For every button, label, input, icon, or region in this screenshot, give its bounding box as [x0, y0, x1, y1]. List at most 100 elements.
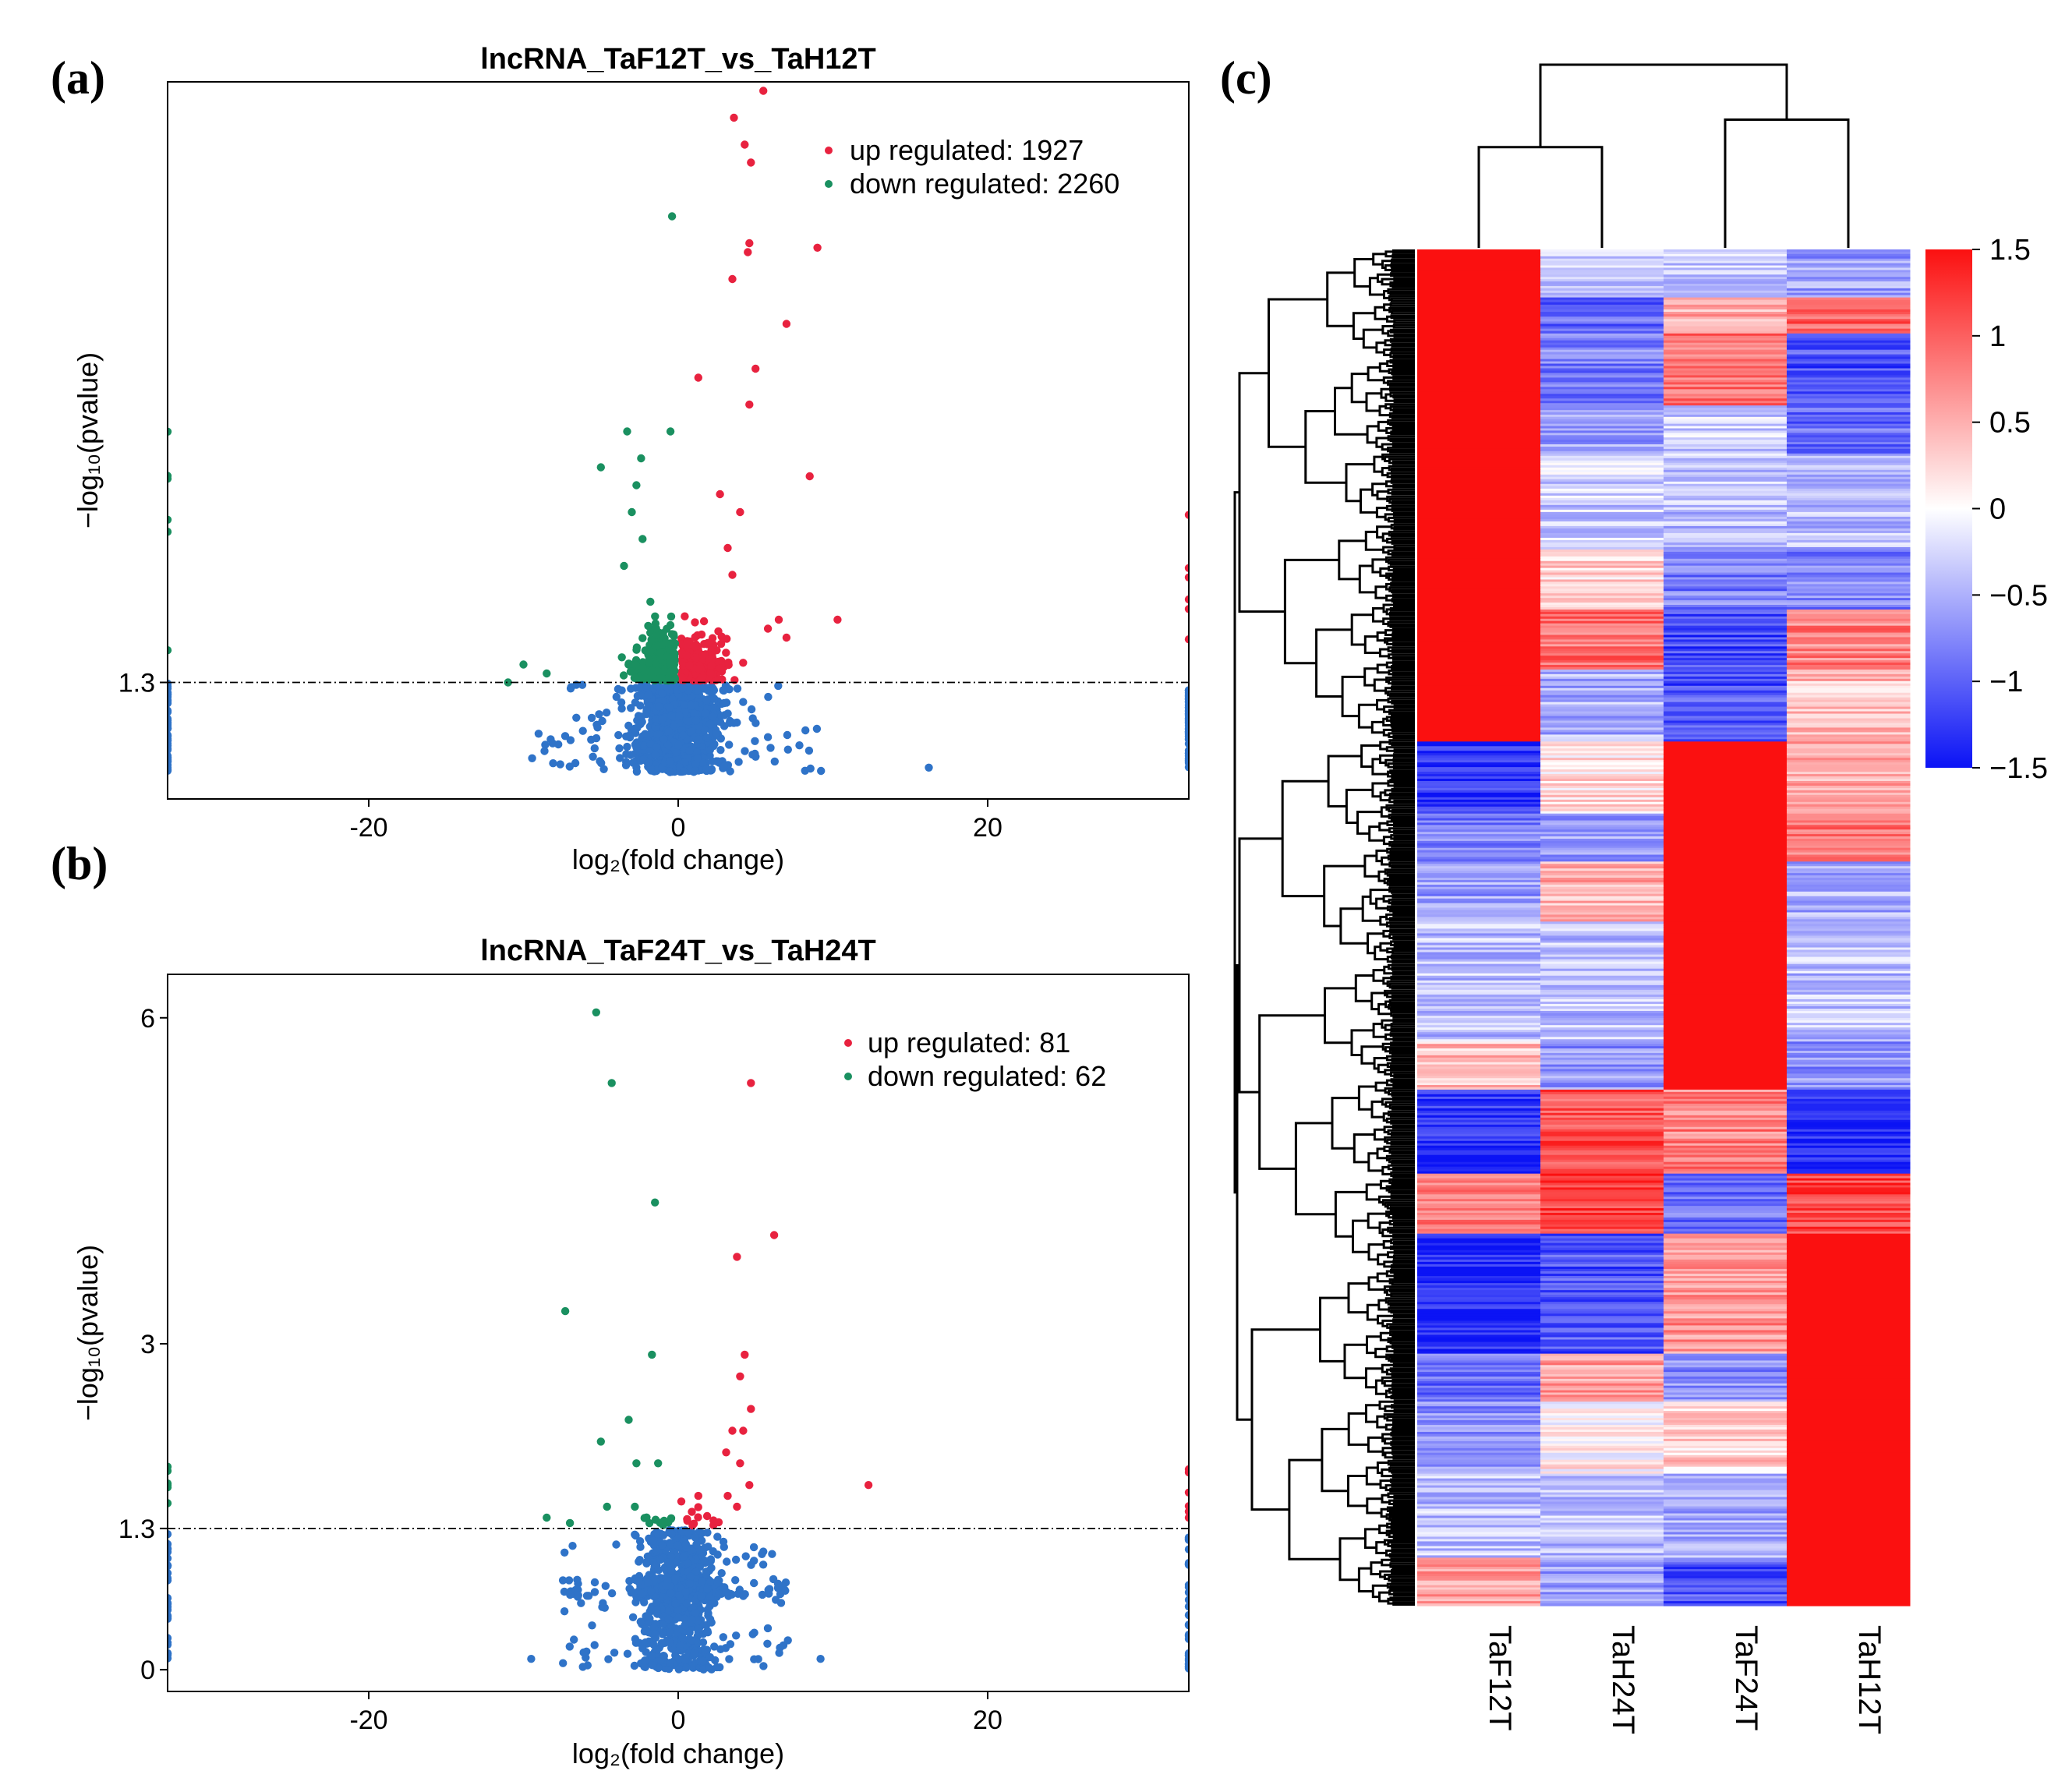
heatmap-cell — [1540, 1266, 1664, 1270]
heatmap-cell — [1787, 1273, 1911, 1277]
heatmap-cell — [1540, 1281, 1664, 1284]
heatmap-cell — [1664, 323, 1787, 327]
heatmap-cell — [1787, 384, 1911, 387]
point-down-regulated — [631, 1502, 639, 1511]
heatmap-cell — [1540, 680, 1664, 684]
point-not-significant — [665, 767, 674, 776]
heatmap-cell — [1417, 762, 1541, 765]
heatmap-cell — [1787, 1266, 1911, 1270]
point-not-significant — [684, 1529, 693, 1538]
point-up-regulated — [833, 615, 842, 624]
heatmap-cell — [1787, 539, 1911, 543]
heatmap-cell — [1540, 507, 1664, 511]
point-not-significant — [671, 1574, 680, 1582]
heatmap-cell — [1664, 306, 1787, 310]
heatmap-cell — [1417, 1180, 1541, 1184]
heatmap-cell — [1417, 486, 1541, 490]
heatmap-cell — [1540, 570, 1664, 574]
heatmap-cell — [1417, 1199, 1541, 1202]
heatmap-cell — [1417, 1213, 1541, 1216]
heatmap-cell — [1664, 356, 1787, 360]
heatmap-cell — [1787, 1131, 1911, 1135]
heatmap-cell — [1417, 319, 1541, 322]
heatmap-cell — [1417, 593, 1541, 596]
heatmap-cell — [1417, 744, 1541, 747]
heatmap-cell — [1417, 656, 1541, 659]
heatmap-cell — [1540, 1268, 1664, 1272]
heatmap-cell — [1417, 910, 1541, 914]
heatmap-cell — [1540, 980, 1664, 984]
heatmap-cell — [1540, 832, 1664, 835]
heatmap-cell — [1787, 249, 1911, 253]
heatmap-cell — [1787, 991, 1911, 995]
heatmap-cell — [1787, 966, 1911, 970]
heatmap-cell — [1787, 507, 1911, 511]
heatmap-cell — [1787, 389, 1911, 392]
heatmap-cell — [1787, 1245, 1911, 1249]
heatmap-cell — [1787, 968, 1911, 972]
heatmap-cell — [1787, 292, 1911, 296]
heatmap-cell — [1540, 544, 1664, 548]
heatmap-cell — [1540, 1133, 1664, 1137]
heatmap-cell — [1540, 780, 1664, 784]
heatmap-cell — [1664, 1103, 1787, 1107]
heatmap-cell — [1417, 430, 1541, 433]
heatmap-cell — [1540, 825, 1664, 828]
point-up-regulated — [1184, 511, 1189, 519]
point-up-regulated — [702, 1511, 712, 1521]
heatmap-cell — [1787, 637, 1911, 641]
heatmap-cell — [1664, 1062, 1787, 1066]
heatmap-cell — [1417, 349, 1541, 353]
heatmap-cell — [1540, 525, 1664, 529]
point-up-regulated — [691, 618, 699, 627]
heatmap-cell — [1417, 1187, 1541, 1190]
heatmap-cell — [1664, 292, 1787, 296]
heatmap-cell — [1540, 373, 1664, 376]
point-not-significant — [664, 727, 674, 736]
heatmap-cell — [1417, 465, 1541, 468]
heatmap-cell — [1417, 260, 1541, 264]
heatmap-cell — [1787, 1083, 1911, 1086]
heatmap-cell — [1417, 765, 1541, 768]
heatmap-cell — [1787, 709, 1911, 712]
heatmap-cell — [1787, 924, 1911, 927]
point-not-significant — [168, 744, 172, 753]
heatmap-cell — [1664, 414, 1787, 418]
heatmap-cell — [1664, 476, 1787, 480]
heatmap-cell — [1417, 292, 1541, 296]
heatmap-cell — [1787, 1283, 1911, 1286]
heatmap-cell — [1540, 377, 1664, 380]
point-not-significant — [632, 743, 641, 752]
heatmap-cell — [1787, 1257, 1911, 1260]
heatmap-cell — [1540, 732, 1664, 735]
heatmap-cell — [1787, 961, 1911, 965]
heatmap-cell — [1664, 1112, 1787, 1116]
heatmap-cell — [1540, 829, 1664, 832]
heatmap-cell — [1664, 1152, 1787, 1156]
heatmap-cell — [1787, 769, 1911, 772]
heatmap-cell — [1787, 285, 1911, 289]
heatmap-cell — [1664, 1252, 1787, 1256]
heatmap-cell — [1540, 651, 1664, 654]
heatmap-cell — [1787, 644, 1911, 647]
heatmap-cell — [1540, 297, 1664, 301]
heatmap-cell — [1787, 1062, 1911, 1066]
heatmap-cell — [1540, 426, 1664, 429]
heatmap-cell — [1787, 479, 1911, 482]
heatmap-cell — [1417, 758, 1541, 761]
heatmap-cell — [1417, 1192, 1541, 1195]
heatmap-cell — [1787, 1168, 1911, 1172]
heatmap-cell — [1417, 295, 1541, 299]
heatmap-cell — [1540, 1226, 1664, 1230]
point-not-significant — [700, 1543, 709, 1553]
heatmap-cell — [1664, 767, 1787, 770]
heatmap-cell — [1540, 414, 1664, 418]
heatmap-cell — [1417, 780, 1541, 784]
heatmap-cell — [1664, 737, 1787, 740]
heatmap-cell — [1540, 285, 1664, 289]
heatmap-cell — [1664, 1185, 1787, 1189]
heatmap-cell — [1664, 373, 1787, 376]
heatmap-cell — [1664, 776, 1787, 779]
heatmap-cell — [1664, 893, 1787, 897]
heatmap-cell — [1417, 455, 1541, 459]
